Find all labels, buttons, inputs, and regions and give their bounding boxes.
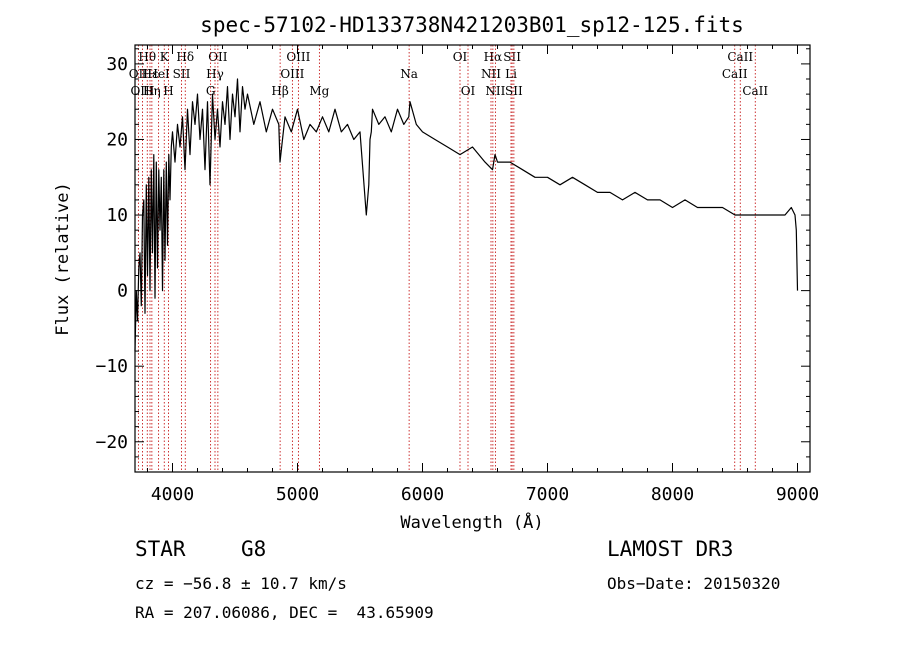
x-tick-label: 9000 xyxy=(776,484,819,505)
line-marker-label: Hα xyxy=(484,50,503,64)
line-marker-label: SII xyxy=(503,50,521,64)
y-tick-label: 0 xyxy=(117,281,128,302)
line-marker-label: HeI xyxy=(147,67,170,81)
survey-label: LAMOST DR3 xyxy=(607,537,734,561)
line-marker-label: Hθ xyxy=(138,50,156,64)
line-marker-label: OI xyxy=(453,50,468,64)
line-marker-label: SII xyxy=(173,67,191,81)
line-marker-label: Hε xyxy=(142,67,159,81)
y-axis-label: Flux (relative) xyxy=(53,182,73,336)
line-marker-label: Na xyxy=(400,67,418,81)
line-marker-label: Hη xyxy=(143,84,161,98)
line-marker-label: K xyxy=(160,50,170,64)
redshift-info: cz = −56.8 ± 10.7 km/s xyxy=(135,574,347,593)
y-tick-label: 20 xyxy=(106,129,128,150)
x-tick-label: 7000 xyxy=(526,484,569,505)
line-marker-label: NII xyxy=(485,84,505,98)
line-marker-label: SII xyxy=(505,84,523,98)
x-tick-label: 8000 xyxy=(651,484,694,505)
line-marker-label: OIII xyxy=(280,67,304,81)
spectrum-line xyxy=(134,78,799,352)
y-tick-label: 30 xyxy=(106,54,128,75)
line-marker-label: NII xyxy=(481,67,501,81)
subclass-label: G8 xyxy=(241,537,267,561)
line-marker-label: G xyxy=(206,84,216,98)
y-tick-label: −10 xyxy=(95,356,128,377)
obs-date: Obs−Date: 20150320 xyxy=(607,574,781,593)
class-label: STAR xyxy=(135,537,186,561)
x-tick-label: 5000 xyxy=(276,484,319,505)
line-marker-label: CaII xyxy=(742,84,768,98)
line-marker-label: Hδ xyxy=(176,50,194,64)
line-marker-label: OII xyxy=(208,50,228,64)
x-tick-label: 6000 xyxy=(401,484,444,505)
x-axis-label: Wavelength (Å) xyxy=(400,511,543,533)
x-tick-label: 4000 xyxy=(151,484,194,505)
axis-ticks: 4000 5000 6000 7000 8000 9000 −20 −10 0 10 20 30 xyxy=(95,45,819,505)
line-marker-label: CaII xyxy=(722,67,748,81)
plot-frame xyxy=(134,44,811,473)
line-marker-label: H xyxy=(163,84,173,98)
line-marker-label: Hγ xyxy=(206,67,224,81)
line-marker-label: Li xyxy=(505,67,517,81)
coordinates: RA = 207.06086, DEC = 43.65909 xyxy=(135,603,434,622)
line-marker-label: Hβ xyxy=(271,84,288,98)
chart-title: spec-57102-HD133738N421203B01_sp12-125.f… xyxy=(200,13,744,37)
line-marker-label: OIII xyxy=(286,50,310,64)
line-marker-label: OII xyxy=(129,67,149,81)
line-marker-label: CaII xyxy=(727,50,753,64)
line-marker-label: Mg xyxy=(309,84,329,98)
y-tick-label: 10 xyxy=(106,205,128,226)
y-tick-label: −20 xyxy=(95,432,128,453)
line-marker-label: OI xyxy=(461,84,476,98)
